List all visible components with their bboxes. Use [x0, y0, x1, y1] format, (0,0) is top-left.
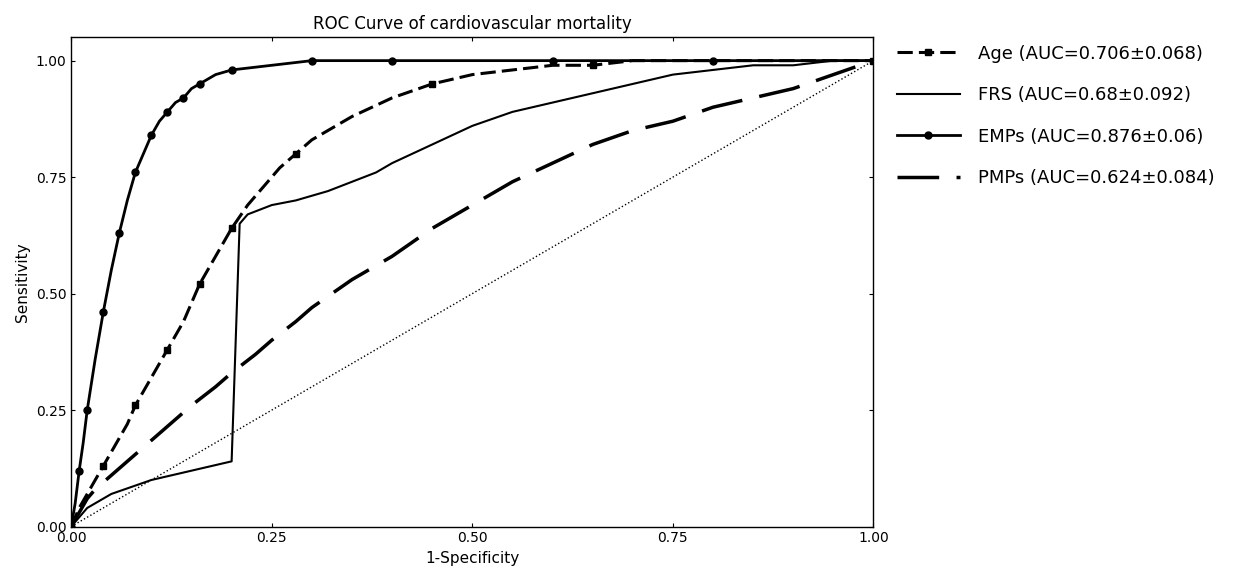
Title: ROC Curve of cardiovascular mortality: ROC Curve of cardiovascular mortality — [312, 15, 631, 33]
Y-axis label: Sensitivity: Sensitivity — [15, 242, 30, 322]
Legend: Age (AUC=0.706±0.068), FRS (AUC=0.68±0.092), EMPs (AUC=0.876±0.06), PMPs (AUC=0.: Age (AUC=0.706±0.068), FRS (AUC=0.68±0.0… — [889, 37, 1221, 194]
X-axis label: 1-Specificity: 1-Specificity — [425, 551, 520, 566]
